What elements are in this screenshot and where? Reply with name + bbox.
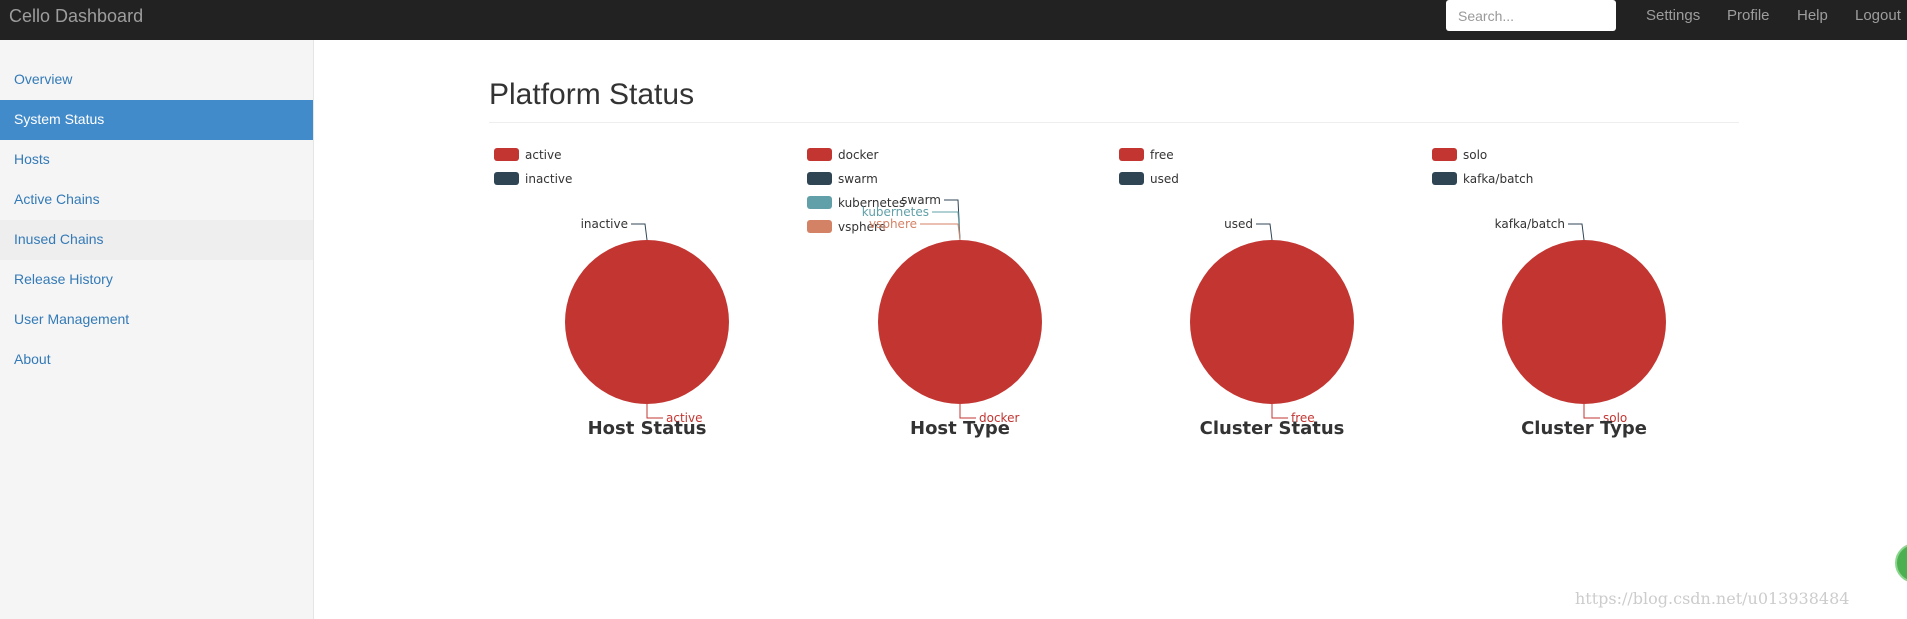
nav-link[interactable]: Help [1797, 7, 1828, 24]
label-line [944, 199, 961, 241]
legend-swatch [494, 148, 519, 161]
search-box[interactable]: Search... [1446, 0, 1616, 31]
chart-title: Cluster Status [1200, 418, 1345, 439]
nav-link[interactable]: Settings [1646, 7, 1701, 24]
pie-slice [878, 240, 1042, 404]
legend-label: active [525, 148, 561, 162]
slice-label: kafka/batch [1495, 217, 1565, 231]
nav-link[interactable]: Logout [1855, 7, 1901, 24]
divider [489, 122, 1739, 123]
legend-label: used [1150, 172, 1179, 186]
legend-label: free [1150, 148, 1174, 162]
legend-swatch [807, 196, 832, 209]
legend-swatch [807, 172, 832, 185]
nav-link[interactable]: Profile [1727, 7, 1770, 24]
legend-swatch [1432, 172, 1457, 185]
chart-title: Host Status [588, 418, 707, 439]
chart-title: Cluster Type [1521, 418, 1647, 439]
label-line [1568, 223, 1585, 241]
legend-label: kubernetes [838, 196, 905, 210]
slice-label: kubernetes [862, 205, 929, 219]
label-line [959, 404, 976, 419]
slice-label: solo [1603, 411, 1627, 425]
label-line [932, 211, 961, 241]
sidebar-item[interactable]: Inused Chains [0, 220, 313, 260]
legend-label: vsphere [838, 220, 886, 234]
label-line [1256, 223, 1273, 241]
navbar: Cello Dashboard Search... Settings Profil… [0, 0, 1907, 40]
sidebar-item[interactable]: Overview [14, 71, 73, 87]
slice-label: vsphere [869, 217, 917, 231]
pie-slice [565, 240, 729, 404]
legend-swatch [494, 172, 519, 185]
legend-swatch [1119, 172, 1144, 185]
sidebar: Overview System Status Hosts Active Chains I… [0, 40, 314, 619]
sidebar-item[interactable]: About [14, 351, 51, 367]
slice-label: active [666, 411, 702, 425]
pie-slice [1502, 240, 1666, 404]
sidebar-item[interactable]: System Status [0, 100, 313, 140]
sidebar-item[interactable]: Active Chains [14, 191, 100, 207]
slice-label: inactive [581, 217, 628, 231]
watermark: https://blog.csdn.net/u013938484 [1575, 589, 1850, 608]
label-line [920, 223, 961, 241]
label-line [1271, 404, 1288, 419]
legend-swatch [1119, 148, 1144, 161]
slice-label: docker [979, 411, 1019, 425]
legend-label: docker [838, 148, 878, 162]
sidebar-item[interactable]: Release History [14, 271, 113, 287]
legend-label: kafka/batch [1463, 172, 1533, 186]
sidebar-item[interactable]: User Management [14, 311, 130, 327]
pie-slice [1190, 240, 1354, 404]
legend-label: solo [1463, 148, 1487, 162]
label-line [646, 404, 663, 419]
slice-label: used [1224, 217, 1253, 231]
label-line [631, 223, 648, 241]
brand[interactable]: Cello Dashboard [9, 6, 144, 26]
legend-swatch [807, 148, 832, 161]
legend-label: inactive [525, 172, 572, 186]
sidebar-item[interactable]: Hosts [14, 151, 50, 167]
legend-swatch [1432, 148, 1457, 161]
legend-swatch [807, 220, 832, 233]
page-title: Platform Status [489, 78, 695, 111]
chart-title: Host Type [910, 418, 1010, 439]
legend-label: swarm [838, 172, 878, 186]
slice-label: swarm [901, 193, 941, 207]
label-line [1583, 404, 1600, 419]
slice-label: free [1291, 411, 1315, 425]
